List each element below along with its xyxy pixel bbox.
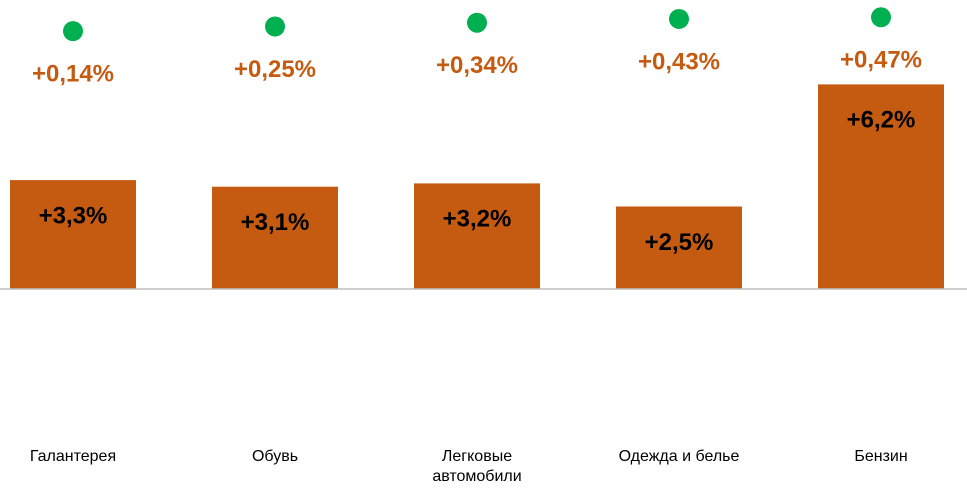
marker-value-label: +0,14% xyxy=(32,60,114,87)
bar xyxy=(616,206,742,289)
x-tick-label: Легковые автомобили xyxy=(432,448,522,485)
bar xyxy=(212,186,338,289)
marker-value-label: +0,34% xyxy=(436,52,518,79)
bar-value-label: +3,3% xyxy=(39,202,108,229)
bar xyxy=(10,180,136,289)
bar xyxy=(818,84,944,290)
marker xyxy=(63,21,83,42)
marker xyxy=(871,7,891,28)
marker xyxy=(265,16,285,37)
bar-value-label: +3,2% xyxy=(443,206,512,233)
x-tick-label: Бензин xyxy=(854,448,908,465)
marker xyxy=(669,8,689,29)
marker-value-label: +0,25% xyxy=(234,56,316,83)
x-tick-label: Галантерея xyxy=(29,448,117,465)
marker-value-label: +0,47% xyxy=(840,47,922,74)
bar-value-label: +3,1% xyxy=(241,209,310,236)
x-tick-label: Обувь xyxy=(251,448,299,465)
bar-value-label: +2,5% xyxy=(645,229,714,256)
bar xyxy=(414,183,540,289)
marker-value-label: +0,43% xyxy=(638,48,720,75)
marker xyxy=(467,12,487,33)
x-tick-label: Одежда и белье xyxy=(618,448,740,465)
bar-value-label: +6,2% xyxy=(847,107,916,134)
